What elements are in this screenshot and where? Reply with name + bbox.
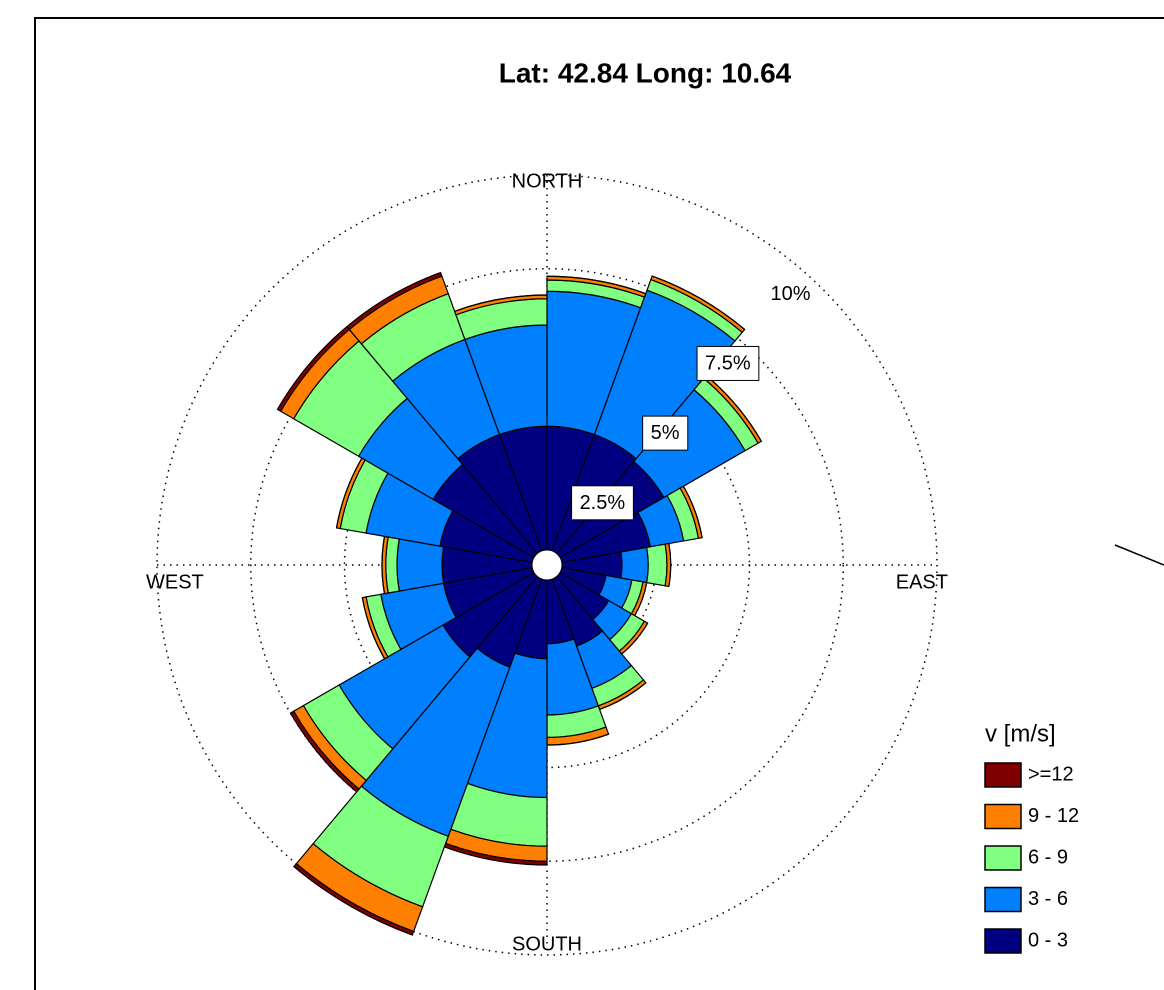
wedge-segment [705,374,762,442]
r-tick-box [642,415,689,451]
r-tick-label: 5% [651,422,680,444]
wedge-segment [646,543,668,587]
stray-line [1114,544,1164,566]
r-tick-box [696,345,760,381]
grid-ring [156,174,938,956]
wedge-segment [385,536,400,594]
north-label: NORTH [512,170,583,192]
wedge-segment [361,597,386,660]
r-tick-label: 2.5% [580,492,626,514]
wedges [276,271,763,936]
wedge-segment [346,271,443,331]
labels: 2.5% 5% 7.5% 10% [571,283,811,521]
legend-swatch [984,845,1022,871]
legend-label: 9 - 12 [1028,805,1079,827]
wedge-segment [454,294,548,312]
grid-ring [250,268,844,862]
legend-label: 6 - 9 [1028,846,1068,868]
r-tick-label: 10% [771,283,811,305]
south-label: SOUTH [512,933,582,955]
wedge-segment [289,710,360,793]
west-label: WEST [146,571,204,593]
center-hole [531,549,563,581]
legend-swatch [984,928,1022,954]
wedge-segment [293,862,415,936]
legend-swatch [984,803,1022,830]
wedge-segment [396,538,445,592]
legend-label: >=12 [1028,763,1074,785]
r-tick-label: 7.5% [705,352,751,374]
legend-label: 0 - 3 [1028,929,1068,951]
legend-swatch [984,762,1022,788]
wedge-segment [620,546,649,584]
legend-swatch [984,886,1022,913]
east-label: EAST [896,571,948,593]
legend-label: 3 - 6 [1028,888,1068,910]
legend: >=12 9 - 12 6 - 9 3 - 6 0 - 3 [984,762,1079,954]
chart-title: Lat: 42.84 Long: 10.64 [499,57,792,88]
wedge-segment [651,275,746,330]
wedge-segment [682,485,703,538]
r-tick-box [571,485,634,521]
legend-title: v [m/s] [985,720,1056,747]
